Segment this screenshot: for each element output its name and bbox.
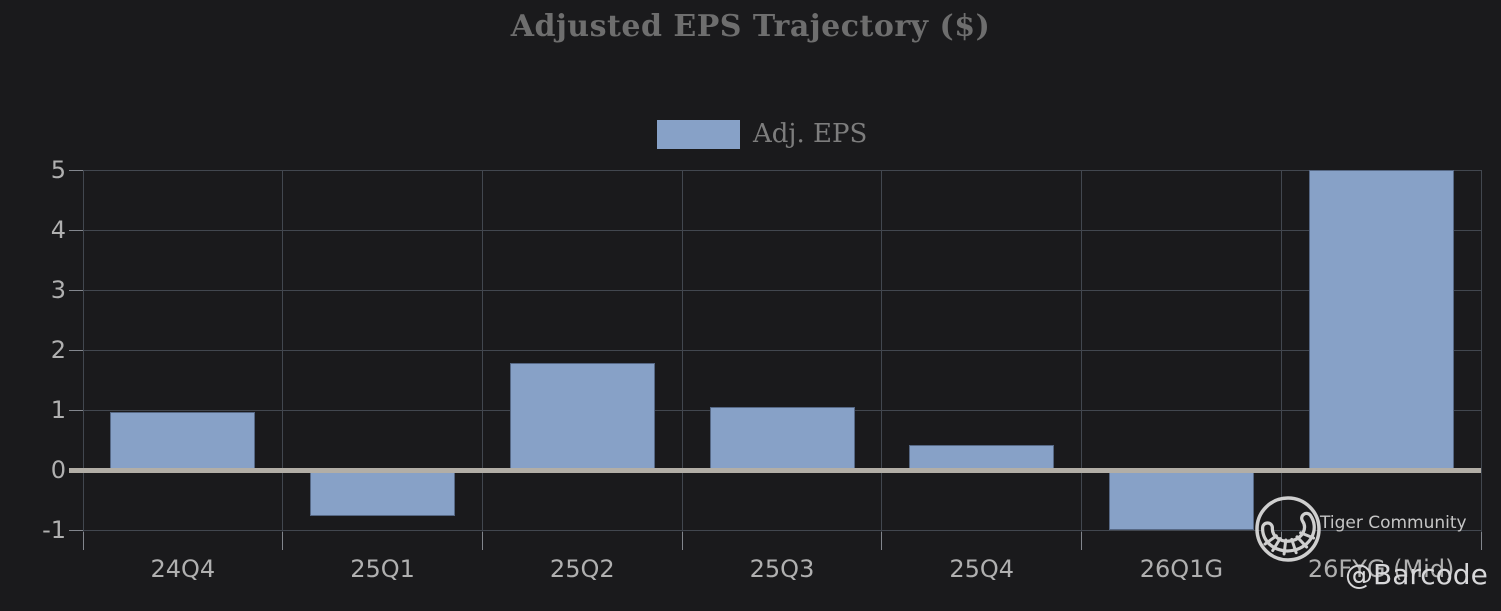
x-axis-label: 24Q4 — [150, 555, 216, 583]
x-axis-label: 26FYG (Mid) — [1307, 555, 1455, 583]
x-axis-tick — [481, 532, 483, 550]
y-axis-label: 3 — [50, 276, 66, 304]
x-axis-tick — [1081, 532, 1083, 550]
y-axis-tick — [69, 229, 83, 231]
gridline-vertical — [481, 170, 483, 532]
x-axis-label: 25Q3 — [749, 555, 815, 583]
x-axis-tick — [681, 532, 683, 550]
gridline-vertical — [681, 170, 683, 532]
gridline-vertical — [1280, 170, 1282, 532]
gridline-horizontal — [83, 169, 1481, 171]
bar-25q3[interactable] — [709, 407, 855, 470]
x-axis-label: 25Q1 — [350, 555, 415, 583]
gridline-horizontal — [83, 229, 1481, 231]
bar-26q1g[interactable] — [1108, 470, 1254, 530]
bar-24q4[interactable] — [110, 411, 256, 470]
x-axis-label: 26Q1G — [1139, 555, 1224, 583]
zero-axis-line — [69, 468, 1481, 473]
x-axis-tick — [1280, 532, 1282, 550]
y-axis-label: 4 — [50, 216, 66, 244]
gridline-horizontal — [83, 349, 1481, 351]
y-axis-tick — [69, 289, 83, 291]
y-axis-label: 1 — [50, 396, 66, 424]
gridline-vertical — [1480, 170, 1482, 532]
y-axis-label: 0 — [50, 456, 66, 484]
y-axis-label: 2 — [50, 336, 66, 364]
legend-swatch — [657, 119, 740, 149]
x-axis-label: 25Q4 — [949, 555, 1015, 583]
chart-title: Adjusted EPS Trajectory ($) — [510, 9, 991, 44]
legend-label: Adj. EPS — [753, 119, 868, 149]
legend-adj-eps[interactable]: Adj. EPS — [657, 119, 867, 149]
gridline-vertical — [282, 170, 284, 532]
y-axis-tick — [69, 169, 83, 171]
y-axis-label: 5 — [50, 156, 66, 184]
y-axis-label: -1 — [42, 516, 66, 544]
gridline-horizontal — [83, 289, 1481, 291]
x-axis-tick — [282, 532, 284, 550]
gridline-vertical — [82, 170, 84, 532]
gridline-vertical — [881, 170, 883, 532]
x-axis-tick — [1480, 532, 1482, 550]
bar-25q1[interactable] — [310, 470, 456, 517]
x-axis-tick — [82, 532, 84, 550]
y-axis-tick — [69, 409, 83, 411]
x-axis-tick — [881, 532, 883, 550]
bar-26fyg-mid-[interactable] — [1308, 170, 1454, 470]
y-axis-tick — [69, 349, 83, 351]
bar-25q2[interactable] — [509, 362, 655, 470]
gridline-horizontal — [83, 529, 1481, 531]
gridline-vertical — [1081, 170, 1083, 532]
bar-25q4[interactable] — [909, 444, 1055, 470]
y-axis-tick — [69, 529, 83, 531]
x-axis-label: 25Q2 — [549, 555, 615, 583]
